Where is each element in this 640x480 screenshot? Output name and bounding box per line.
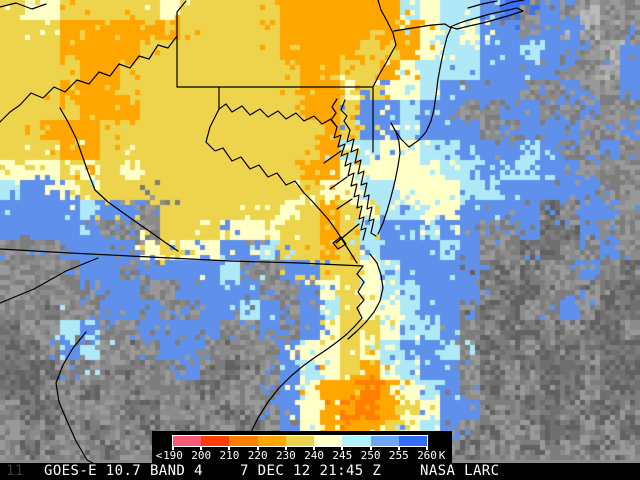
scale-color-segment-7	[370, 436, 399, 446]
scale-color-segment-1	[201, 436, 230, 446]
scale-tick-label-260: 260	[417, 449, 437, 462]
scale-tick-label-250: 250	[360, 449, 381, 462]
scale-tick-label-240: 240	[304, 449, 325, 462]
scale-tick	[369, 447, 372, 450]
temperature-scale-legend: <190 200 210 220 230 240 245 250 255 260 K	[152, 431, 452, 463]
scale-color-segment-0	[173, 436, 202, 446]
scale-tick	[228, 447, 231, 450]
scale-color-segment-5	[314, 436, 343, 446]
frame-number: 11	[6, 463, 24, 479]
scale-color-segment-6	[342, 436, 371, 446]
scale-tick	[397, 447, 400, 450]
scale-tick	[341, 447, 344, 450]
temperature-color-strip	[172, 435, 428, 447]
scale-tick-label-200: 200	[191, 449, 212, 462]
scale-tick	[426, 447, 428, 450]
scale-less-than-label: <	[155, 449, 163, 462]
scale-tick-label-230: 230	[275, 449, 296, 462]
scale-tick-label-210: 210	[219, 449, 240, 462]
scale-tick-label-220: 220	[247, 449, 268, 462]
product-title: GOES-E 10.7 BAND 4	[44, 463, 203, 479]
scale-tick-label-190: 190	[163, 449, 183, 462]
scale-tick	[256, 447, 259, 450]
scale-tick	[284, 447, 287, 450]
scale-tick-label-255: 255	[388, 449, 409, 462]
scale-color-segment-3	[257, 436, 286, 446]
scale-color-segment-2	[229, 436, 258, 446]
scale-tick	[172, 447, 174, 450]
scale-tick	[313, 447, 316, 450]
scale-unit-label: K	[438, 449, 446, 462]
agency-credit: NASA LARC	[420, 463, 500, 479]
scale-color-segment-8	[398, 436, 427, 446]
scale-tick	[200, 447, 203, 450]
status-bar: 11 GOES-E 10.7 BAND 4 7 DEC 12 21:45 Z N…	[0, 463, 640, 480]
scale-tick-label-245: 245	[332, 449, 353, 462]
scale-color-segment-4	[285, 436, 315, 446]
timestamp: 7 DEC 12 21:45 Z	[240, 463, 382, 479]
satellite-ir-map-image	[0, 0, 640, 463]
